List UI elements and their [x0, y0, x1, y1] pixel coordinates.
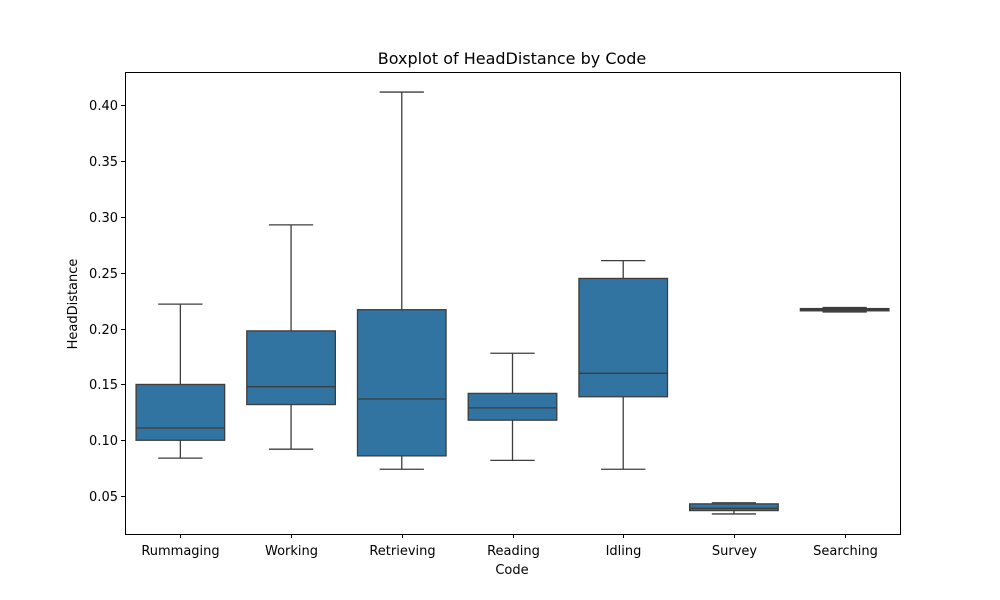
x-tick-label: Searching: [813, 544, 878, 559]
x-tick-label: Idling: [606, 544, 642, 559]
x-tick-label: Working: [265, 544, 318, 559]
x-axis: Rummaging Working Retrieving Reading Idling S…: [141, 534, 878, 559]
box-group-retrieving: [356, 91, 447, 470]
box: [356, 309, 447, 457]
y-axis-label: HeadDistance: [66, 259, 81, 350]
box-group-working: [246, 224, 337, 450]
y-tick-label: 0.40: [89, 99, 118, 114]
x-tick-label: Rummaging: [141, 544, 219, 559]
y-tick-label: 0.20: [89, 323, 118, 338]
plot-area: [135, 91, 890, 515]
x-tick-label: Retrieving: [369, 544, 435, 559]
box-group-searching: [799, 306, 890, 313]
x-tick-label: Reading: [487, 544, 540, 559]
y-tick-label: 0.05: [89, 490, 118, 505]
box-group-reading: [467, 352, 558, 461]
chart-title: Boxplot of HeadDistance by Code: [378, 49, 647, 68]
y-tick-label: 0.35: [89, 155, 118, 170]
y-tick-label: 0.30: [89, 211, 118, 226]
box: [246, 330, 337, 406]
x-axis-label: Code: [495, 563, 528, 578]
box: [135, 383, 226, 441]
box-group-survey: [688, 502, 779, 515]
y-tick-label: 0.15: [89, 378, 118, 393]
box-group-idling: [578, 259, 669, 470]
box: [578, 277, 669, 398]
box: [467, 392, 558, 421]
y-tick-label: 0.25: [89, 267, 118, 282]
y-tick-label: 0.10: [89, 434, 118, 449]
box: [688, 503, 779, 512]
x-tick-label: Survey: [712, 544, 758, 559]
box-group-rummaging: [135, 303, 226, 459]
y-axis: 0.05 0.10 0.15 0.20 0.25 0.30 0.35 0.40: [89, 99, 125, 505]
